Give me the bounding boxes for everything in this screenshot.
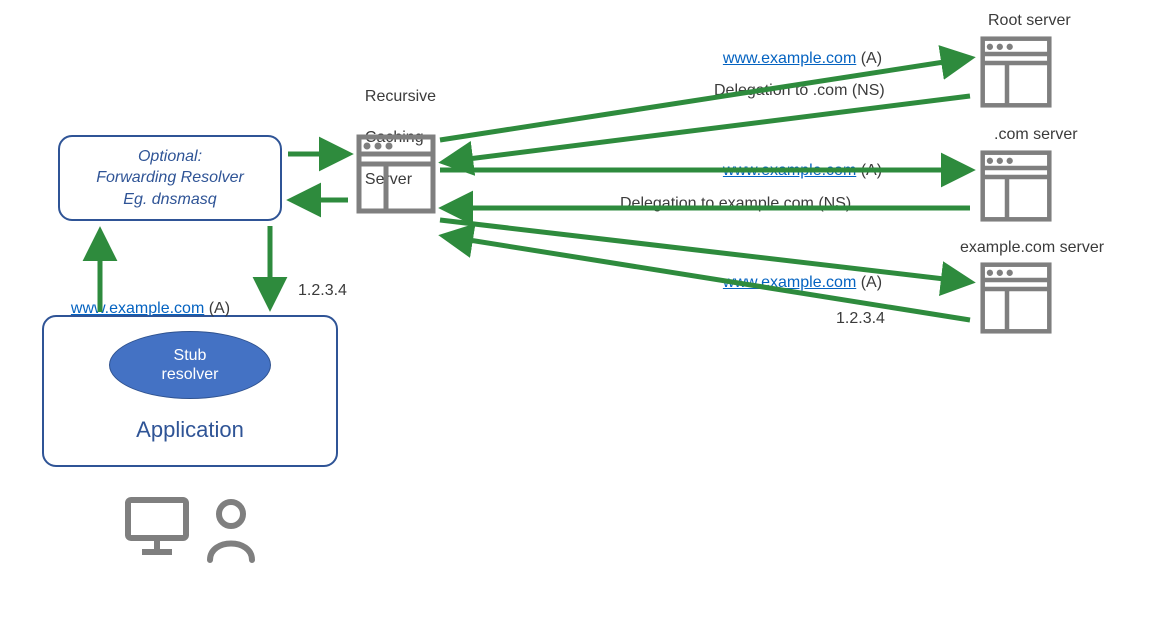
stub-resolver-ellipse: Stub resolver	[109, 331, 271, 399]
monitor-icon	[122, 492, 192, 562]
com-query-label: www.example.com (A)	[714, 144, 882, 180]
example-server-icon	[980, 262, 1052, 334]
recursive-server-icon	[356, 134, 436, 214]
stub-line1: Stub	[174, 346, 207, 365]
root-server-label: Root server	[988, 12, 1071, 30]
stub-query-link[interactable]: www.example.com	[71, 300, 204, 317]
com-answer-label: Delegation to example.com (NS)	[620, 195, 851, 213]
root-answer-label: Delegation to .com (NS)	[714, 82, 885, 100]
optional-line1: Optional:	[138, 146, 202, 168]
example-query-link[interactable]: www.example.com	[723, 274, 856, 291]
root-query-link[interactable]: www.example.com	[723, 50, 856, 67]
example-query-label: www.example.com (A)	[714, 256, 882, 292]
stub-answer-label: 1.2.3.4	[298, 282, 347, 300]
example-server-label: example.com server	[960, 239, 1104, 257]
application-box: Stub resolver Application	[42, 315, 338, 467]
optional-resolver-box: Optional: Forwarding Resolver Eg. dnsmas…	[58, 135, 282, 221]
com-query-link[interactable]: www.example.com	[723, 162, 856, 179]
root-server-icon	[980, 36, 1052, 108]
user-icon	[202, 498, 260, 564]
com-server-icon	[980, 150, 1052, 222]
optional-line2: Forwarding Resolver	[96, 167, 244, 189]
application-label: Application	[136, 417, 244, 443]
com-server-label: .com server	[994, 126, 1078, 144]
stub-query-label: www.example.com (A)	[62, 282, 230, 318]
example-answer-label: 1.2.3.4	[836, 310, 885, 328]
optional-line3: Eg. dnsmasq	[123, 189, 216, 211]
stub-line2: resolver	[162, 365, 219, 384]
root-query-label: www.example.com (A)	[714, 32, 882, 68]
